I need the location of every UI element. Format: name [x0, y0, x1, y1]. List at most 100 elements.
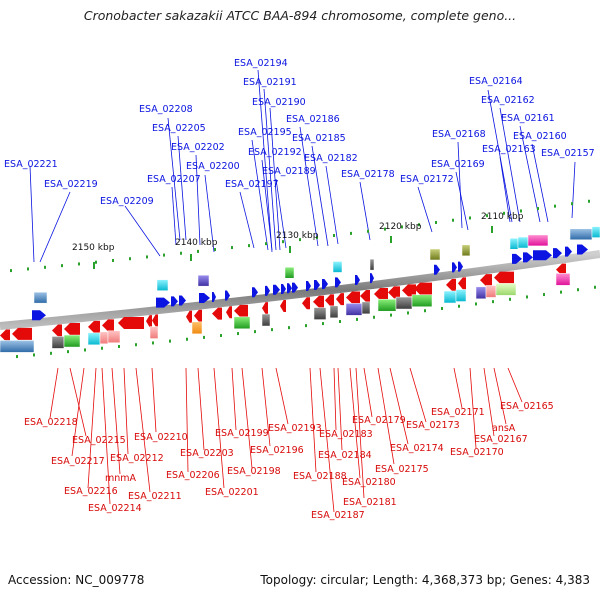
gene-label: ESA_02190: [252, 97, 306, 108]
forward-gene-arrow: [452, 262, 457, 273]
tick-mark: [384, 227, 386, 231]
label-leader-line: [483, 367, 495, 437]
gene-label: ESA_02202: [171, 142, 225, 153]
gene-label: ESA_02192: [248, 147, 302, 158]
label-leader-line: [71, 367, 85, 457]
gene-label: ESA_02162: [481, 95, 535, 106]
label-leader-line: [355, 367, 365, 499]
tick-mark: [509, 297, 511, 301]
reverse-gene-arrow: [280, 300, 286, 313]
label-leader-line: [231, 367, 237, 431]
reverse-gene-arrow: [346, 291, 360, 304]
tick-mark: [520, 209, 522, 213]
label-leader-line: [453, 367, 463, 409]
tick-mark: [333, 233, 335, 237]
label-leader-line: [123, 367, 129, 455]
reverse-gene-arrow: [118, 317, 144, 330]
label-leader-line: [213, 367, 225, 489]
reverse-domain-box: [411, 294, 433, 307]
major-tick-mark: [93, 262, 95, 269]
gene-label: ESA_02195: [238, 127, 292, 138]
tick-mark: [492, 300, 494, 304]
label-leader-line: [499, 156, 511, 223]
forward-gene-arrow: [287, 283, 292, 294]
label-leader-line: [39, 191, 71, 263]
reverse-domain-box: [149, 326, 159, 339]
forward-gene-arrow: [32, 310, 46, 321]
reverse-gene-arrow: [88, 320, 100, 333]
tick-mark: [554, 204, 556, 208]
forward-strand-genes[interactable]: [32, 244, 588, 321]
tick-mark: [288, 326, 290, 330]
tick-mark: [186, 337, 188, 341]
reverse-feature-boxes[interactable]: [0, 273, 571, 353]
forward-gene-arrow: [533, 250, 552, 261]
label-leader-line: [257, 69, 273, 253]
gene-label: ESA_02203: [180, 448, 234, 459]
reverse-domain-box: [377, 298, 397, 312]
tick-mark: [248, 244, 250, 248]
tick-mark: [537, 207, 539, 211]
tick-mark: [469, 216, 471, 220]
forward-gene-arrow: [252, 287, 258, 298]
label-leader-line: [457, 141, 463, 229]
tick-mark: [452, 218, 454, 222]
gene-label: ESA_02208: [139, 104, 193, 115]
tick-mark: [135, 343, 137, 347]
reverse-gene-arrow: [194, 309, 202, 322]
tick-mark: [571, 202, 573, 206]
tick-mark: [299, 238, 301, 242]
reverse-domain-box: [329, 305, 339, 319]
label-leader-line: [241, 367, 253, 469]
label-leader-line: [197, 367, 205, 451]
gene-label: ESA_02210: [134, 432, 188, 443]
sequence-summary: Topology: circular; Length: 4,368,373 bp…: [260, 573, 590, 587]
gene-label: ESA_02172: [400, 174, 454, 185]
label-leader-line: [389, 367, 409, 445]
forward-domain-box: [517, 236, 529, 249]
tick-mark: [560, 290, 562, 294]
gene-label: ESA_02160: [513, 131, 567, 142]
scale-label: 2130 kbp: [276, 231, 319, 241]
tick-mark: [441, 306, 443, 310]
reverse-gene-labels[interactable]: ESA_02218 ESA_02215 ESA_02217 ESA_02216 …: [24, 401, 554, 521]
gene-label: ESA_02207: [147, 174, 201, 185]
gene-label: ESA_02175: [375, 464, 429, 475]
reverse-gene-arrow: [146, 315, 152, 328]
forward-domain-box: [156, 279, 169, 291]
reverse-gene-arrow: [556, 263, 566, 276]
gene-label: ESA_02194: [234, 58, 288, 69]
label-leader-line: [261, 367, 271, 447]
forward-gene-arrow: [199, 293, 210, 304]
reverse-domain-box: [495, 283, 517, 296]
forward-gene-labels[interactable]: ESA_02194 ESA_02191 ESA_02190 ESA_02186 …: [4, 58, 595, 207]
gene-label: ESA_02198: [227, 466, 281, 477]
tick-mark: [322, 322, 324, 326]
forward-feature-boxes[interactable]: [33, 226, 600, 304]
reverse-domain-box: [87, 332, 101, 346]
reverse-gene-arrow: [212, 307, 222, 320]
tick-mark: [237, 332, 239, 336]
reverse-gene-arrow: [313, 295, 324, 308]
tick-mark: [203, 335, 205, 339]
reverse-domain-box: [455, 289, 467, 302]
tick-mark: [152, 341, 154, 345]
reverse-gene-arrow: [325, 294, 334, 307]
forward-gene-arrow: [458, 261, 463, 272]
tick-mark: [265, 242, 267, 246]
label-leader-line: [349, 367, 361, 479]
gene-label: ESA_02196: [250, 445, 304, 456]
tick-mark: [231, 246, 233, 250]
tick-mark: [401, 225, 403, 229]
reverse-domain-box: [485, 285, 497, 298]
scale-labels: 2150 kbp 2140 kbp 2130 kbp 2120 kbp 2110…: [72, 212, 524, 253]
reverse-strand-genes[interactable]: [0, 263, 566, 342]
tick-mark: [367, 229, 369, 233]
forward-gene-arrow: [512, 253, 522, 264]
tick-mark: [16, 355, 18, 359]
reverse-domain-box: [361, 301, 371, 315]
scale-label: 2140 kbp: [175, 238, 218, 248]
label-leader-line: [29, 165, 35, 263]
